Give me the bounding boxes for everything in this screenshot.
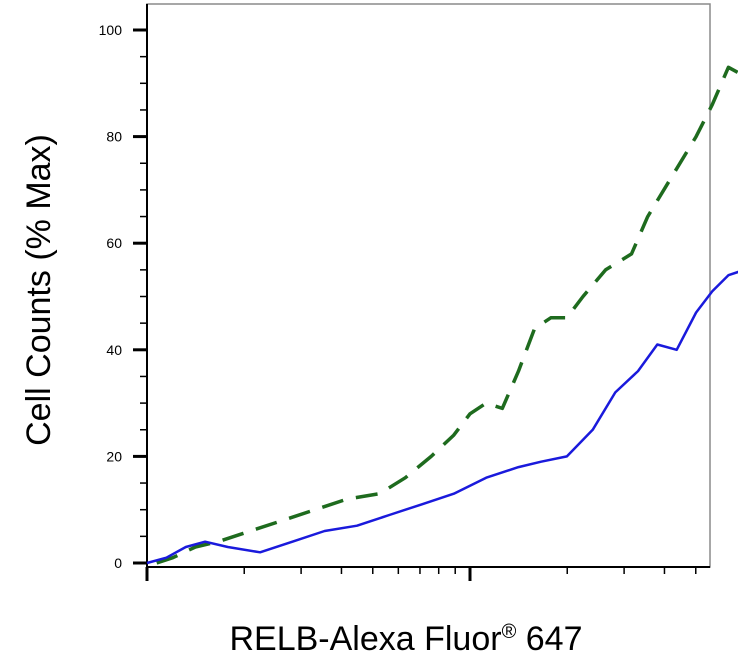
y-tick-label: 60 bbox=[106, 235, 122, 251]
y-ticks: 0 20 40 60 80 100 bbox=[99, 22, 147, 571]
plot-frame bbox=[146, 3, 711, 568]
x-axis-title-main: RELB-Alexa Fluor bbox=[229, 620, 501, 658]
y-axis-title: Cell Counts (% Max) bbox=[20, 134, 58, 446]
x-axis-title-mark: ® bbox=[502, 621, 517, 643]
x-axis-title: RELB-Alexa Fluor® 647 bbox=[229, 620, 582, 658]
y-tick-label: 20 bbox=[106, 448, 122, 464]
x-ticks bbox=[145, 567, 697, 581]
series-line-solid bbox=[146, 270, 738, 565]
series-line-dashed bbox=[156, 65, 738, 565]
series-group bbox=[146, 65, 738, 565]
y-tick-label: 40 bbox=[106, 342, 122, 358]
x-axis-title-suffix: 647 bbox=[516, 620, 582, 658]
y-tick-label: 100 bbox=[99, 22, 123, 38]
y-tick-label: 0 bbox=[114, 555, 122, 571]
y-tick-label: 80 bbox=[106, 129, 122, 145]
